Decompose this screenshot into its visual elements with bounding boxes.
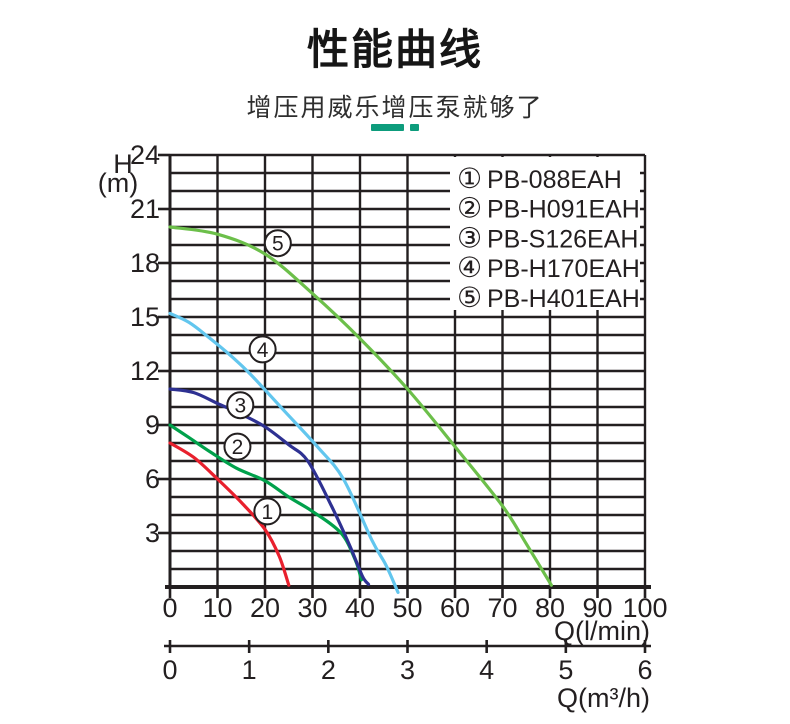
- curve-marker-digit: 2: [232, 436, 244, 459]
- legend-bullet: ①: [457, 163, 482, 194]
- y-tick-label: 3: [145, 518, 160, 548]
- legend-item-PB-H091EAH: ② PB-H091EAH: [457, 193, 640, 224]
- page-title: 性能曲线: [306, 26, 483, 73]
- legend-item-PB-S126EAH: ③ PB-S126EAH: [457, 222, 638, 253]
- x-tick-label: 40: [345, 593, 375, 623]
- curve-marker-4: 4: [248, 335, 277, 364]
- y-axis-unit: (m): [98, 168, 138, 198]
- x-axis-m3h: 0 1 2 3 4 5 6Q(m³/h): [162, 640, 653, 713]
- y-tick-label: 6: [145, 464, 160, 494]
- x-tick-label: 20: [250, 593, 280, 623]
- legend-label: PB-H170EAH: [487, 255, 640, 283]
- curve-marker-5: 5: [263, 229, 292, 258]
- x2-tick-label: 0: [162, 655, 177, 685]
- curve-markers: 1 2 3 4 5: [223, 229, 292, 526]
- x2-tick-label: 1: [242, 655, 257, 685]
- curve-marker-digit: 1: [262, 501, 274, 524]
- curve-marker-circle: [263, 229, 292, 258]
- curve-PB-H170EAH: [168, 311, 400, 594]
- y-tick-label: 18: [130, 248, 160, 278]
- x2-tick-label: 4: [479, 655, 494, 685]
- legend-background: [450, 157, 640, 310]
- legend-bullet: ⑤: [457, 282, 482, 313]
- accent-dot: [410, 124, 419, 131]
- curve-marker-3: 3: [226, 391, 255, 420]
- legend-bullet: ②: [457, 193, 482, 224]
- curve-PB-088EAH: [168, 441, 291, 587]
- x-axis-lmin-label: Q(l/min): [554, 616, 650, 646]
- y-tick-label: 12: [130, 356, 160, 386]
- curves: [168, 225, 553, 594]
- x-tick-label: 70: [487, 593, 517, 623]
- accent-bar: [371, 124, 404, 131]
- x2-tick-label: 2: [321, 655, 336, 685]
- y-axis-name: H: [113, 149, 133, 179]
- curve-marker-2: 2: [223, 432, 252, 461]
- y-tick-label: 21: [130, 194, 160, 224]
- x2-tick-label: 5: [558, 655, 573, 685]
- x-axis-m3h-label: Q(m³/h): [557, 683, 650, 713]
- curve-marker-digit: 3: [234, 395, 246, 418]
- x-tick-label: 100: [622, 593, 667, 623]
- curve-PB-H401EAH: [168, 225, 553, 587]
- curve-marker-circle: [248, 335, 277, 364]
- curve-marker-circle: [226, 391, 255, 420]
- y-tick-label: 9: [145, 410, 160, 440]
- x-tick-label: 50: [392, 593, 422, 623]
- curve-marker-1: 1: [253, 497, 282, 526]
- legend-item-PB-H401EAH: ⑤ PB-H401EAH: [457, 282, 640, 313]
- legend-label: PB-H091EAH: [487, 196, 640, 224]
- x-tick-label: 80: [535, 593, 565, 623]
- x-tick-label: 90: [582, 593, 612, 623]
- x2-tick-label: 3: [400, 655, 415, 685]
- x-tick-label: 10: [202, 593, 232, 623]
- x-tick-label: 60: [440, 593, 470, 623]
- legend-item-PB-088EAH: ① PB-088EAH: [457, 163, 622, 194]
- legend-label: PB-S126EAH: [487, 225, 638, 253]
- legend-bullet: ③: [457, 222, 482, 253]
- y-tick-label: 15: [130, 302, 160, 332]
- y-axis: 3 6 9 12 15 18 21 24H(m): [98, 140, 170, 548]
- legend-label: PB-088EAH: [487, 166, 622, 194]
- page-subtitle: 增压用威乐增压泵就够了: [246, 94, 544, 122]
- y-tick-label: 24: [130, 140, 160, 170]
- accent-underline: [0, 124, 790, 131]
- curve-marker-circle: [253, 497, 282, 526]
- x2-tick-label: 6: [637, 655, 652, 685]
- curve-PB-S126EAH: [168, 387, 371, 586]
- curve-marker-circle: [223, 432, 252, 461]
- legend-bullet: ④: [457, 252, 482, 283]
- curve-marker-digit: 4: [257, 339, 269, 362]
- x-tick-label: 30: [297, 593, 327, 623]
- curve-marker-digit: 5: [272, 233, 284, 256]
- legend-label: PB-H401EAH: [487, 285, 640, 313]
- x-tick-label: 0: [162, 593, 177, 623]
- legend-item-PB-H170EAH: ④ PB-H170EAH: [457, 252, 640, 283]
